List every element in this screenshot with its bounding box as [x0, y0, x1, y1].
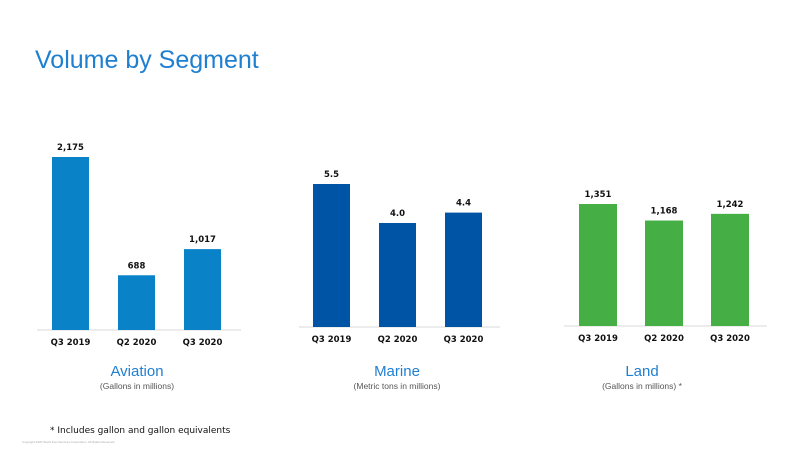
marine-subtitle: (Metric tons in millions) [353, 381, 441, 391]
aviation-tick-label: Q3 2020 [183, 338, 223, 348]
aviation-data-label: 688 [128, 261, 146, 271]
land-title: Land [625, 363, 659, 380]
page-title: Volume by Segment [35, 46, 259, 74]
land-tick-label: Q3 2020 [710, 334, 750, 344]
land-data-label: 1,168 [651, 207, 678, 217]
land-chart: 1,351 Q3 2019 1,168 Q2 2020 1,242 Q3 2020 [564, 120, 774, 350]
marine-chart-svg: 5.5 Q3 2019 4.0 Q2 2020 4.4 Q3 2020 [299, 170, 500, 345]
aviation-bar [184, 249, 221, 330]
footnote: * Includes gallon and gallon equivalents [50, 426, 231, 436]
marine-chart: 5.5 Q3 2019 4.0 Q2 2020 4.4 Q3 2020 [297, 120, 507, 350]
land-tick-label: Q2 2020 [644, 334, 684, 344]
aviation-bar [52, 157, 89, 330]
aviation-chart: 2,175 Q3 2019 688 Q2 2020 1,017 Q3 2020 [35, 120, 245, 350]
aviation-bar [118, 275, 155, 330]
aviation-chart-svg: 2,175 Q3 2019 688 Q2 2020 1,017 Q3 2020 [37, 143, 241, 348]
land-chart-svg: 1,351 Q3 2019 1,168 Q2 2020 1,242 Q3 2020 [564, 190, 767, 344]
marine-bar [445, 212, 482, 327]
land-tick-label: Q3 2019 [578, 334, 618, 344]
land-data-label: 1,351 [585, 190, 612, 200]
marine-data-label: 4.4 [456, 199, 471, 209]
marine-data-label: 5.5 [324, 170, 339, 180]
aviation-subtitle: (Gallons in millions) [99, 381, 175, 391]
aviation-data-label: 1,017 [189, 235, 216, 245]
land-bar [645, 220, 683, 326]
aviation-data-label: 2,175 [57, 143, 84, 153]
marine-bar [379, 223, 416, 327]
marine-data-label: 4.0 [390, 209, 405, 219]
land-bar [579, 204, 617, 326]
marine-tick-label: Q2 2020 [378, 335, 418, 345]
aviation-tick-label: Q3 2019 [51, 338, 91, 348]
land-bar [711, 213, 749, 326]
copyright-text: Copyright 2020 World Fuel Services Corpo… [22, 440, 116, 444]
marine-tick-label: Q3 2020 [444, 335, 484, 345]
marine-bar [313, 184, 350, 327]
land-data-label: 1,242 [717, 200, 744, 210]
marine-tick-label: Q3 2019 [312, 335, 352, 345]
aviation-title: Aviation [110, 363, 164, 380]
marine-title: Marine [374, 363, 420, 380]
land-subtitle: (Gallons in millions) * [602, 381, 682, 391]
aviation-tick-label: Q2 2020 [117, 338, 157, 348]
